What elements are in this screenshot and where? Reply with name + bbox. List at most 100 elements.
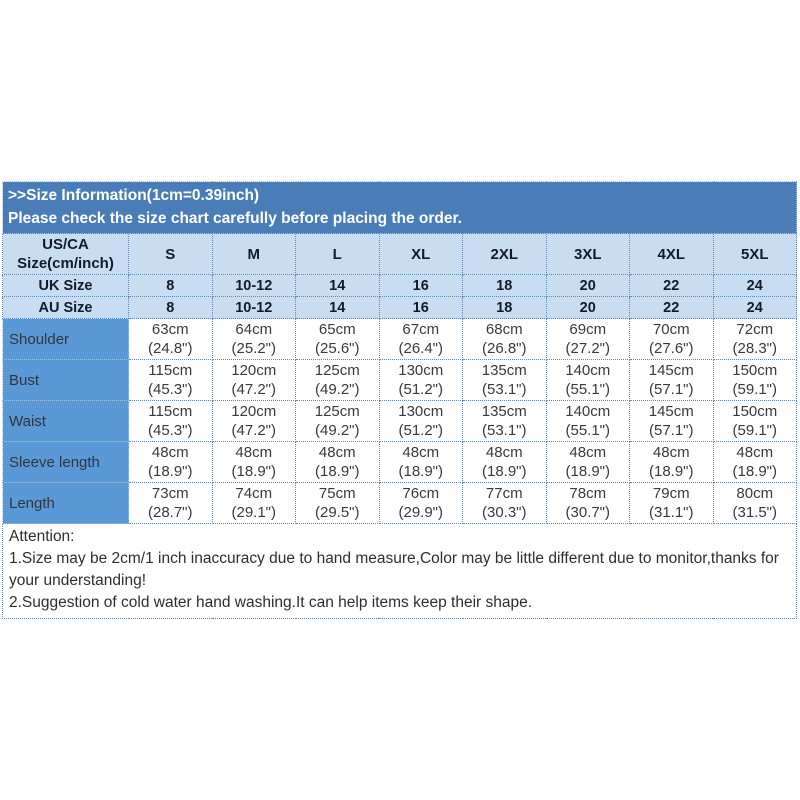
value-cm: 150cm xyxy=(732,403,778,420)
measurement-row-length: Length 73cm (28.7") 74cm (29.1") 75cm (29.5") 7… xyxy=(2,482,797,524)
measurement-value: 115cm (45.3") xyxy=(128,359,213,401)
value-inch: (55.1") xyxy=(565,381,610,398)
banner-subtitle: Please check the size chart carefully be… xyxy=(8,210,462,227)
value-cm: 78cm xyxy=(569,485,607,502)
value-inch: (45.3") xyxy=(147,381,193,398)
value-cm: 48cm xyxy=(485,444,523,461)
measurement-row-shoulder: Shoulder 63cm (24.8") 64cm (25.2") 65cm (25.6"… xyxy=(2,318,797,360)
measurement-value: 145cm (57.1") xyxy=(629,400,714,442)
value-inch: (59.1") xyxy=(732,422,777,439)
value-inch: (18.9") xyxy=(565,463,610,480)
size-value: 8 xyxy=(128,296,213,319)
value-inch: (53.1") xyxy=(481,422,527,439)
value-cm: 74cm xyxy=(235,485,273,502)
value-inch: (26.4") xyxy=(398,340,443,357)
value-cm: 145cm xyxy=(648,362,694,379)
value-cm: 63cm xyxy=(151,321,189,338)
size-value: 18 xyxy=(462,274,547,297)
measurement-value: 80cm (31.5") xyxy=(712,482,797,524)
value-inch: (25.2") xyxy=(231,340,276,357)
value-inch: (57.1") xyxy=(648,381,694,398)
attention-box: Attention: 1.Size may be 2cm/1 inch inac… xyxy=(2,523,797,619)
value-inch: (25.6") xyxy=(314,340,360,357)
column-header-xl: XL xyxy=(378,233,463,275)
value-cm: 48cm xyxy=(402,444,440,461)
value-cm: 115cm xyxy=(148,362,193,379)
size-value: 10-12 xyxy=(211,274,296,297)
measurement-value: 48cm (18.9") xyxy=(545,441,630,483)
banner-row: >>Size Information(1cm=0.39inch) Please … xyxy=(2,181,797,234)
value-cm: 140cm xyxy=(565,403,611,420)
measurement-label-bust: Bust xyxy=(2,359,129,401)
value-cm: 64cm xyxy=(235,321,273,338)
size-value: 22 xyxy=(629,274,714,297)
value-inch: (51.2") xyxy=(398,381,443,398)
value-inch: (24.8") xyxy=(147,340,193,357)
value-inch: (18.9") xyxy=(398,463,443,480)
measurement-value: 120cm (47.2") xyxy=(211,359,296,401)
measurement-value: 69cm (27.2") xyxy=(545,318,630,360)
measurement-value: 72cm (28.3") xyxy=(712,318,797,360)
measurement-value: 74cm (29.1") xyxy=(211,482,296,524)
value-inch: (18.9") xyxy=(732,463,777,480)
measurement-value: 135cm (53.1") xyxy=(462,359,547,401)
column-header-3xl: 3XL xyxy=(545,233,630,275)
measurement-value: 76cm (29.9") xyxy=(378,482,463,524)
column-header-m: M xyxy=(211,233,296,275)
measurement-value: 48cm (18.9") xyxy=(295,441,380,483)
value-cm: 125cm xyxy=(314,403,360,420)
measurement-value: 130cm (51.2") xyxy=(378,400,463,442)
value-cm: 76cm xyxy=(402,485,440,502)
column-header-s: S xyxy=(128,233,213,275)
value-inch: (26.8") xyxy=(481,340,527,357)
measurement-value: 135cm (53.1") xyxy=(462,400,547,442)
size-value: 10-12 xyxy=(211,296,296,319)
value-cm: 80cm xyxy=(736,485,774,502)
value-inch: (30.3") xyxy=(481,504,527,521)
measurement-value: 150cm (59.1") xyxy=(712,400,797,442)
value-inch: (47.2") xyxy=(231,422,276,439)
value-cm: 65cm xyxy=(318,321,356,338)
size-value: 20 xyxy=(545,274,630,297)
measurement-value: 65cm (25.6") xyxy=(295,318,380,360)
size-chart-table: >>Size Information(1cm=0.39inch) Please … xyxy=(2,181,797,619)
attention-note-1: 1.Size may be 2cm/1 inch inaccuracy due … xyxy=(9,550,779,589)
measurement-value: 78cm (30.7") xyxy=(545,482,630,524)
value-cm: 145cm xyxy=(648,403,694,420)
measurement-value: 79cm (31.1") xyxy=(629,482,714,524)
corner-header-line1: US/CA xyxy=(42,236,89,253)
value-inch: (49.2") xyxy=(314,381,360,398)
value-cm: 115cm xyxy=(148,403,193,420)
measurement-value: 125cm (49.2") xyxy=(295,400,380,442)
column-header-2xl: 2XL xyxy=(462,233,547,275)
value-inch: (31.1") xyxy=(648,504,694,521)
value-inch: (29.1") xyxy=(231,504,276,521)
size-value: 24 xyxy=(712,274,797,297)
value-inch: (18.9") xyxy=(314,463,360,480)
value-cm: 77cm xyxy=(485,485,523,502)
value-cm: 135cm xyxy=(481,362,527,379)
value-cm: 125cm xyxy=(314,362,360,379)
measurement-value: 48cm (18.9") xyxy=(378,441,463,483)
value-cm: 48cm xyxy=(736,444,774,461)
value-cm: 48cm xyxy=(569,444,607,461)
value-cm: 70cm xyxy=(652,321,690,338)
measurement-value: 64cm (25.2") xyxy=(211,318,296,360)
measurement-value: 48cm (18.9") xyxy=(629,441,714,483)
measurement-row-waist: Waist 115cm (45.3") 120cm (47.2") 125cm (49.2"… xyxy=(2,400,797,442)
size-value: 18 xyxy=(462,296,547,319)
value-cm: 79cm xyxy=(652,485,690,502)
size-value: 16 xyxy=(378,296,463,319)
value-cm: 130cm xyxy=(398,362,444,379)
size-value: 20 xyxy=(545,296,630,319)
size-chart-foot: Attention: 1.Size may be 2cm/1 inch inac… xyxy=(2,523,797,619)
value-cm: 120cm xyxy=(231,403,277,420)
column-header-row: US/CA Size(cm/inch) S M L XL 2XL 3XL 4XL 5XL xyxy=(2,233,797,275)
column-header-4xl: 4XL xyxy=(629,233,714,275)
measurement-value: 115cm (45.3") xyxy=(128,400,213,442)
banner: >>Size Information(1cm=0.39inch) Please … xyxy=(2,181,797,234)
size-row-uk-size: UK Size 8 10-12 14 16 18 20 22 24 xyxy=(2,274,797,297)
value-inch: (18.9") xyxy=(648,463,694,480)
size-value: 8 xyxy=(128,274,213,297)
size-row-au-size: AU Size 8 10-12 14 16 18 20 22 24 xyxy=(2,296,797,319)
